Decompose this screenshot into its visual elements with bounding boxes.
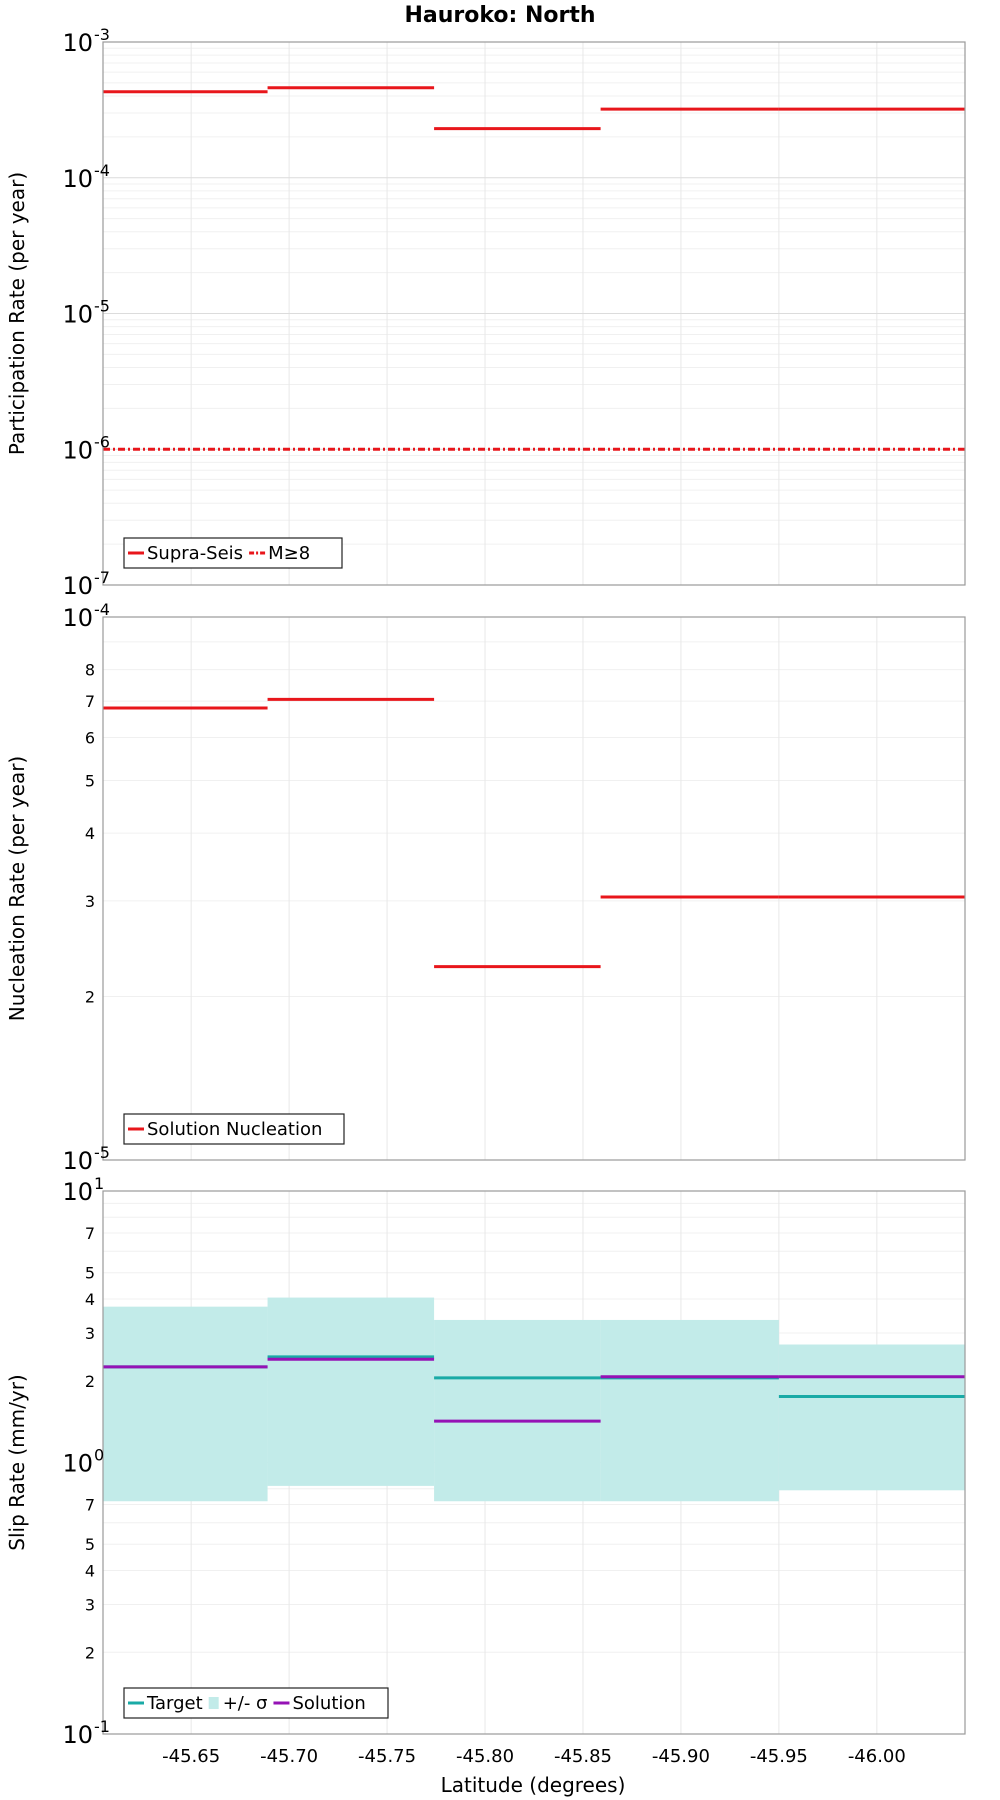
- y-minor-tick-label: 3: [85, 1595, 95, 1614]
- x-axis: -45.65 -45.70 -45.75 -45.80 -45.85 -45.90 -45.…: [162, 1746, 906, 1767]
- sigma-band: [103, 1306, 268, 1502]
- y-tick-exponent: -3: [94, 25, 110, 44]
- y-minor-tick-label: 4: [85, 1290, 95, 1309]
- sigma-band: [600, 1319, 779, 1502]
- legend-box: [123, 537, 343, 569]
- x-tick-label: -45.90: [652, 1746, 710, 1767]
- y-minor-tick-label: 5: [85, 1535, 95, 1554]
- y-minor-tick-label: 5: [85, 1264, 95, 1283]
- y-minor-tick-label: 6: [85, 728, 95, 747]
- x-tick-label: -45.85: [554, 1746, 612, 1767]
- y-tick-label: 10: [62, 604, 93, 632]
- y-tick-exponent: -5: [94, 1143, 110, 1162]
- y-tick-label: 10: [62, 1147, 93, 1175]
- legend-label: Solution: [292, 1693, 365, 1714]
- legend-participation: Supra-Seis M≥8: [123, 537, 343, 569]
- plot-frame: [102, 1190, 966, 1735]
- x-tick-label: -45.70: [260, 1746, 318, 1767]
- legend-label: Supra-Seis: [147, 543, 243, 564]
- y-tick-label: 10: [62, 301, 93, 329]
- y-axis-label-nucleation: Nucleation Rate (per year): [5, 756, 29, 1021]
- y-minor-tick-label: 2: [85, 988, 95, 1007]
- sigma-band: [778, 1344, 965, 1491]
- plot-frame: [102, 41, 966, 586]
- y-minor-tick-label: 7: [85, 1496, 95, 1515]
- y-minor-tick-label: 4: [85, 824, 95, 843]
- y-tick-exponent: -7: [94, 568, 110, 587]
- y-minor-tick-label: 2: [85, 1372, 95, 1391]
- y-tick-exponent: -6: [94, 432, 110, 451]
- y-tick-exponent: -4: [94, 600, 110, 619]
- legend-box: [123, 1113, 345, 1145]
- x-tick-label: -45.65: [162, 1746, 220, 1767]
- x-axis-label: Latitude (degrees): [441, 1773, 626, 1797]
- y-minor-tick-label: 7: [85, 1224, 95, 1243]
- legend-label: Solution Nucleation: [147, 1119, 322, 1140]
- x-tick-label: -45.95: [750, 1746, 808, 1767]
- x-tick-label: -46.00: [848, 1746, 906, 1767]
- y-tick-label: 10: [62, 1178, 93, 1206]
- legend-label: Target: [146, 1693, 203, 1714]
- y-minor-tick-label: 4: [85, 1562, 95, 1581]
- y-tick-exponent: -1: [94, 1717, 110, 1736]
- y-minor-tick-label: 7: [85, 692, 95, 711]
- x-tick-label: -45.75: [358, 1746, 416, 1767]
- y-tick-label: 10: [62, 165, 93, 193]
- y-minor-tick-label: 3: [85, 892, 95, 911]
- x-tick-label: -45.80: [456, 1746, 514, 1767]
- legend-box: [123, 1687, 389, 1719]
- y-tick-label: 10: [62, 572, 93, 600]
- y-tick-label: 10: [62, 1450, 93, 1478]
- plot-frame: [102, 616, 966, 1161]
- legend-label: +/- σ: [223, 1693, 268, 1714]
- y-minor-tick-label: 5: [85, 771, 95, 790]
- y-minor-tick-label: 3: [85, 1324, 95, 1343]
- y-tick-label: 10: [62, 29, 93, 57]
- y-tick-exponent: -5: [94, 297, 110, 316]
- y-minor-tick-label: 8: [85, 661, 95, 680]
- y-axis-label-slip: Slip Rate (mm/yr): [5, 1374, 29, 1550]
- y-tick-label: 10: [62, 436, 93, 464]
- y-axis-label-participation: Participation Rate (per year): [5, 172, 29, 455]
- legend-nucleation: Solution Nucleation: [123, 1113, 345, 1145]
- legend-label: M≥8: [268, 543, 310, 564]
- y-tick-exponent: -4: [94, 161, 110, 180]
- sigma-band: [267, 1297, 435, 1486]
- y-tick-exponent: 1: [94, 1174, 104, 1193]
- y-tick-label: 10: [62, 1721, 93, 1749]
- y-minor-tick-label: 2: [85, 1643, 95, 1662]
- legend-swatch-band: [208, 1697, 219, 1709]
- chart-title: Hauroko: North: [404, 3, 595, 28]
- y-tick-exponent: 0: [94, 1446, 104, 1465]
- sigma-band: [434, 1319, 601, 1502]
- legend-slip: Target +/- σ Solution: [123, 1687, 389, 1719]
